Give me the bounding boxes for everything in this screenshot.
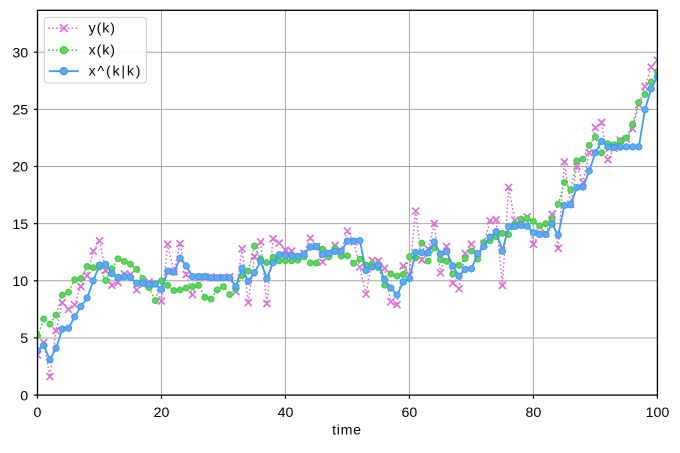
svg-text:80: 80 xyxy=(526,405,542,421)
svg-text:0: 0 xyxy=(20,388,28,404)
svg-text:10: 10 xyxy=(12,274,28,290)
svg-text:20: 20 xyxy=(154,405,170,421)
svg-text:40: 40 xyxy=(278,405,294,421)
svg-text:0: 0 xyxy=(34,405,42,421)
svg-text:15: 15 xyxy=(12,217,28,233)
svg-text:x^(k|k): x^(k|k) xyxy=(89,64,143,80)
svg-text:60: 60 xyxy=(402,405,418,421)
svg-text:y(k): y(k) xyxy=(89,21,116,37)
svg-text:25: 25 xyxy=(12,103,28,119)
svg-text:30: 30 xyxy=(12,45,28,61)
svg-text:100: 100 xyxy=(646,405,670,421)
svg-text:20: 20 xyxy=(12,160,28,176)
svg-text:time: time xyxy=(332,422,362,438)
svg-text:5: 5 xyxy=(20,331,28,347)
svg-text:x(k): x(k) xyxy=(89,43,116,59)
